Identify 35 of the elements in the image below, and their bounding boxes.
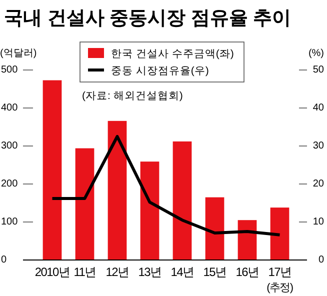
chart-title: 국내 건설사 중동시장 점유율 추이 xyxy=(4,8,292,29)
y2-tick-label: 20 xyxy=(312,178,324,190)
y-tick-label: 0 xyxy=(1,254,7,266)
y2-tick-label: 50 xyxy=(312,64,324,76)
x-tick-label: 14년 xyxy=(170,265,194,279)
x-tick-label: 16년 xyxy=(236,265,259,279)
y2-tick-label: 0 xyxy=(318,254,324,266)
line-series xyxy=(50,135,282,236)
y-tick-label: 200 xyxy=(1,178,18,190)
bar xyxy=(140,162,160,260)
legend-label: 한국 건설사 수주금액(좌) xyxy=(111,48,234,60)
y-tick-label: 500 xyxy=(1,64,18,76)
y2-axis-title: (%) xyxy=(308,48,324,59)
y-tick-label: 300 xyxy=(1,140,18,152)
x-tick-label: 17년 (추정) xyxy=(266,265,293,294)
y-axis-title: (억달러) xyxy=(0,48,37,59)
x-tick-label: 2010년 xyxy=(34,265,70,279)
bar xyxy=(238,220,257,260)
y-tick-label: 100 xyxy=(1,216,18,228)
legend-label: 중동 시장점유율(우) xyxy=(111,65,209,77)
annotation: (자료: 해외건설협회) xyxy=(82,90,183,102)
y-tick-label: 400 xyxy=(1,102,18,114)
x-tick-label: 11년 xyxy=(74,265,96,279)
bar xyxy=(108,120,127,260)
bar xyxy=(172,141,192,260)
y2-tick-label: 30 xyxy=(312,140,324,152)
x-tick-label: 12년 xyxy=(106,265,129,279)
bar xyxy=(42,80,62,260)
x-tick-label: 15년 xyxy=(203,265,226,279)
y2-tick-label: 40 xyxy=(312,102,324,114)
y2-tick-label: 10 xyxy=(312,216,324,228)
bar xyxy=(205,197,224,260)
x-tick-label: 13년 xyxy=(138,265,162,279)
bar xyxy=(75,148,94,260)
bar xyxy=(270,208,290,260)
